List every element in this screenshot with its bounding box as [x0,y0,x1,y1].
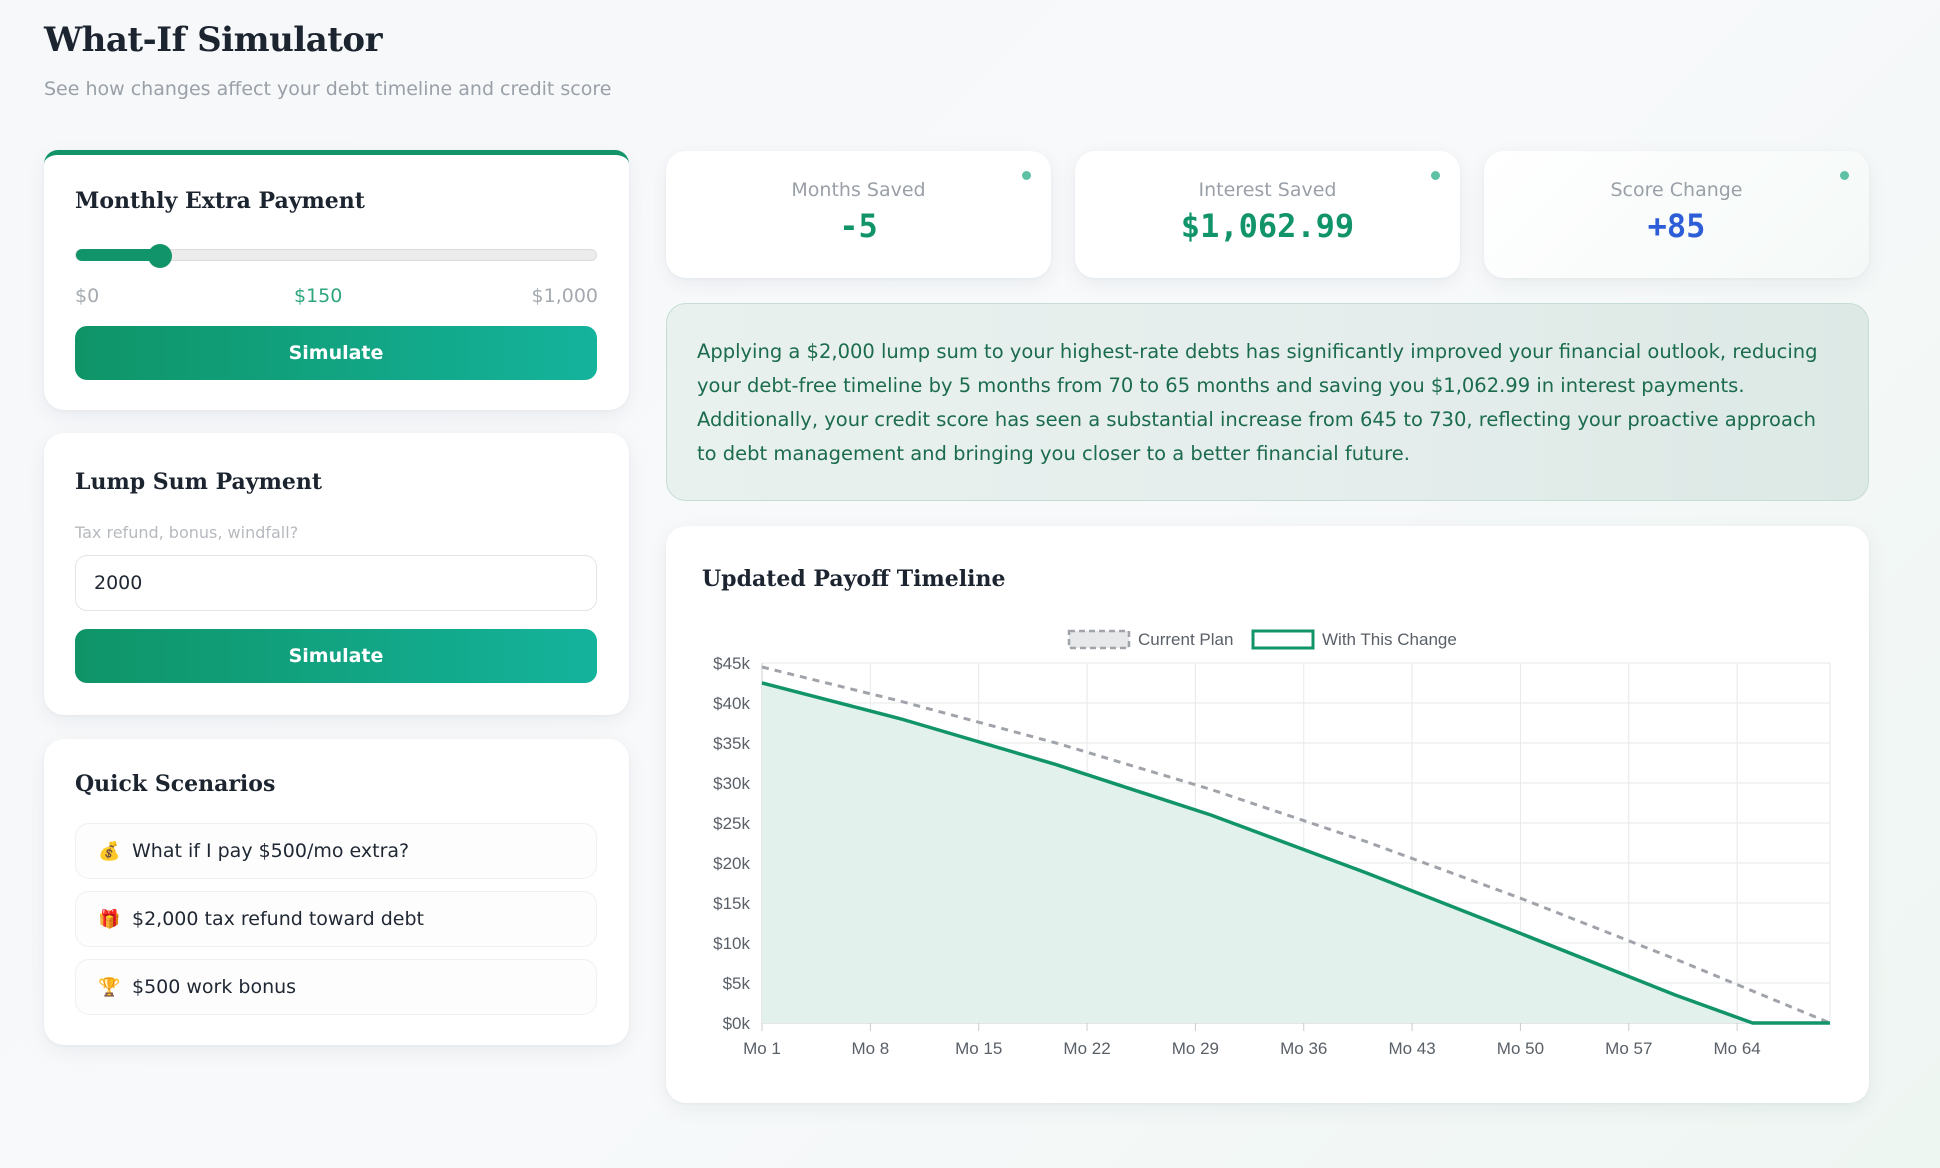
slider-current-value: $150 [294,285,343,307]
y-tick-label: $20k [713,854,750,873]
lump-sum-hint: Tax refund, bonus, windfall? [75,523,299,542]
status-dot [1022,171,1031,180]
insight-text: Applying a $2,000 lump sum to your highe… [697,340,1818,465]
gift-icon: 🎁 [98,908,121,930]
x-tick-label: Mo 57 [1605,1039,1652,1058]
simulate-extra-button[interactable]: Simulate [75,326,597,380]
lump-sum-title: Lump Sum Payment [75,469,323,495]
chart-title: Updated Payoff Timeline [702,566,1006,592]
interest-saved-card: Interest Saved $1,062.99 [1075,151,1460,278]
scenario-label: $500 work bonus [132,976,297,998]
x-tick-label: Mo 22 [1063,1039,1110,1058]
status-dot [1431,171,1440,180]
x-tick-label: Mo 43 [1388,1039,1435,1058]
scenario-label: $2,000 tax refund toward debt [132,908,424,930]
extra-payment-title: Monthly Extra Payment [75,188,365,214]
y-tick-label: $40k [713,694,750,713]
score-change-label: Score Change [1610,179,1743,201]
payoff-chart: $0k $5k $10k $15k $20k $25k $30k $35k $40k $45k Mo… [713,629,1831,1058]
page-header: What-If Simulator See how changes affect… [44,20,611,100]
extra-payment-slider[interactable] [75,244,597,268]
y-tick-label: $45k [713,654,750,673]
y-tick-label: $30k [713,774,750,793]
current-plan-line [761,665,1831,1025]
score-change-card: Score Change +85 [1484,151,1869,278]
months-saved-card: Months Saved -5 [666,151,1051,278]
y-tick-label: $35k [713,734,750,753]
slider-max-label: $1,000 [531,285,598,307]
y-tick-label: $25k [713,814,750,833]
legend-change-swatch [1251,629,1315,650]
y-tick-label: $15k [713,894,750,913]
slider-min-label: $0 [75,285,100,307]
lump-sum-card: Lump Sum Payment Tax refund, bonus, wind… [44,433,629,715]
quick-scenarios-card: Quick Scenarios 💰 What if I pay $500/mo … [44,739,629,1045]
with-change-line [761,681,1830,1025]
extra-payment-card: Monthly Extra Payment $0 $150 $1,000 Sim… [44,150,629,410]
x-tick-label: Mo 15 [955,1039,1002,1058]
x-tick-label: Mo 36 [1280,1039,1327,1058]
legend-current-label: Current Plan [1138,630,1233,649]
page-title: What-If Simulator [44,20,383,60]
x-tick-label: Mo 1 [743,1039,781,1058]
payoff-timeline-card: $0k $5k $10k $15k $20k $25k $30k $35k $40k $45k Mo… [666,526,1869,1103]
y-tick-label: $5k [723,974,751,993]
interest-saved-value: $1,062.99 [1180,207,1355,245]
status-dot [1840,171,1849,180]
x-tick-label: Mo 64 [1714,1039,1761,1058]
scenario-tax-refund[interactable]: 🎁 $2,000 tax refund toward debt [75,891,597,947]
trophy-icon: 🏆 [98,976,121,998]
x-tick-label: Mo 50 [1497,1039,1544,1058]
ai-insight-panel: Applying a $2,000 lump sum to your highe… [666,303,1869,501]
scenario-work-bonus[interactable]: 🏆 $500 work bonus [75,959,597,1015]
months-saved-value: -5 [839,207,878,245]
months-saved-label: Months Saved [791,179,926,201]
lump-sum-input[interactable] [75,555,597,611]
y-tick-label: $0k [723,1014,751,1033]
x-tick-label: Mo 29 [1172,1039,1219,1058]
quick-scenarios-title: Quick Scenarios [75,771,276,797]
legend-current-swatch [1067,629,1131,650]
scenario-pay-500-extra[interactable]: 💰 What if I pay $500/mo extra? [75,823,597,879]
slider-thumb[interactable] [148,244,173,268]
money-bag-icon: 💰 [98,840,121,862]
interest-saved-label: Interest Saved [1198,179,1337,201]
page-subtitle: See how changes affect your debt timelin… [44,78,612,100]
simulate-lump-button[interactable]: Simulate [75,629,597,683]
scenario-label: What if I pay $500/mo extra? [132,840,410,862]
x-tick-label: Mo 8 [851,1039,889,1058]
legend-change-label: With This Change [1322,630,1457,649]
slider-fill [76,249,161,261]
y-tick-label: $10k [713,934,750,953]
with-change-area [762,683,1830,1023]
score-change-value: +85 [1647,207,1706,245]
